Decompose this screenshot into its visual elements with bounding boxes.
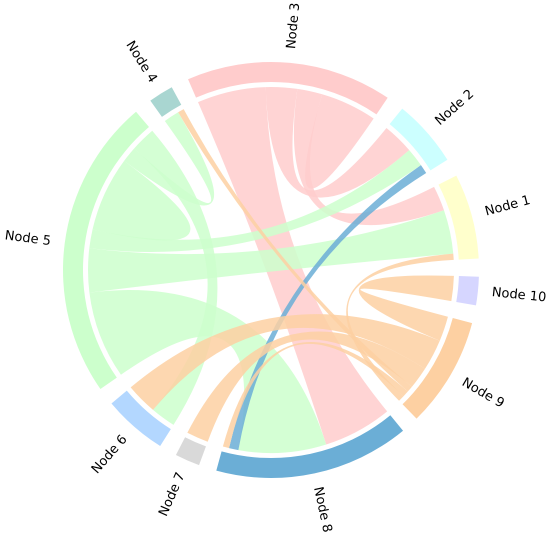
node-label: Node 4 — [123, 38, 160, 85]
chord-ribbon — [265, 86, 410, 198]
node-arc — [62, 111, 149, 390]
node-label: Node 2 — [432, 87, 477, 129]
node-arc — [402, 318, 473, 419]
node-arc — [175, 437, 206, 466]
node-label: Node 6 — [89, 432, 131, 477]
chord-ribbon — [124, 112, 215, 206]
node-arc — [150, 87, 182, 117]
chord-ribbon — [293, 88, 444, 226]
chord-ribbon — [89, 150, 421, 253]
chord-ribbon — [358, 275, 454, 341]
node-arc — [438, 175, 479, 260]
node-label: Node 1 — [483, 193, 532, 220]
chord-ribbon — [89, 290, 327, 453]
node-arc — [456, 276, 479, 306]
node-arc — [111, 390, 171, 447]
node-label: Node 8 — [310, 486, 334, 534]
chord-ribbon — [130, 314, 440, 410]
node-arc — [188, 62, 388, 115]
chord-ribbon — [92, 160, 191, 241]
chord-ribbon — [346, 253, 454, 401]
node-label: Node 7 — [156, 470, 188, 518]
chord-ribbon — [305, 94, 374, 189]
chord-ribbon — [87, 210, 454, 293]
node-label: Node 9 — [459, 375, 507, 411]
chord-ribbon — [187, 331, 426, 442]
node-arc — [216, 415, 404, 478]
node-arc — [389, 108, 448, 171]
node-label: Node 3 — [284, 2, 303, 50]
node-label: Node 10 — [491, 285, 547, 305]
node-label: Node 5 — [4, 228, 52, 249]
